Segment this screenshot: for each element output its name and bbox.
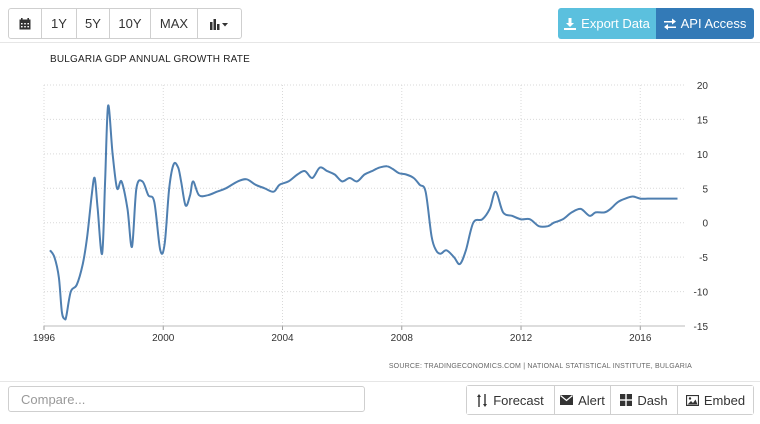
y-tick-label: -10 [694,288,709,299]
y-tick-label: 0 [702,219,708,230]
chart-title: BULGARIA GDP ANNUAL GROWTH RATE [50,54,250,65]
envelope-icon [560,395,574,405]
chart-actions: Forecast Alert Dash Embed [466,385,754,415]
chart-type-icon [209,18,230,30]
dash-label: Dash [637,392,668,408]
data-actions: Export Data API Access [558,8,754,39]
api-access-label: API Access [680,16,747,31]
alert-label: Alert [578,392,605,408]
y-tick-label: 20 [697,81,709,92]
x-tick-label: 2000 [152,333,175,344]
sort-icon [477,393,488,407]
range-toolbar: 1Y 5Y 10Y MAX [8,8,242,39]
x-tick-label: 1996 [33,333,56,344]
forecast-label: Forecast [493,392,544,408]
calendar-button[interactable] [9,9,42,38]
alert-button[interactable]: Alert [555,386,611,414]
x-tick-label: 2004 [271,333,294,344]
chart-type-button[interactable] [198,9,241,38]
range-5y-button[interactable]: 5Y [77,9,110,38]
grid-icon [620,394,633,406]
range-1y-button[interactable]: 1Y [42,9,77,38]
calendar-icon [19,17,31,30]
y-tick-label: -15 [694,322,709,333]
dash-button[interactable]: Dash [611,386,678,414]
y-tick-label: 5 [702,184,708,195]
export-data-label: Export Data [581,16,650,31]
download-icon [564,17,577,30]
exchange-icon [663,18,676,30]
api-access-button[interactable]: API Access [656,8,754,39]
export-data-button[interactable]: Export Data [558,8,656,39]
forecast-button[interactable]: Forecast [467,386,555,414]
picture-icon [685,394,699,406]
y-tick-label: 10 [697,150,709,161]
embed-button[interactable]: Embed [678,386,753,414]
range-max-button[interactable]: MAX [151,9,198,38]
footer-divider [0,381,760,382]
embed-label: Embed [703,392,746,408]
x-tick-label: 2016 [629,333,652,344]
x-tick-label: 2008 [391,333,414,344]
range-10y-button[interactable]: 10Y [110,9,151,38]
series-line [49,104,678,321]
source-text: SOURCE: TRADINGECONOMICS.COM | NATIONAL … [388,363,692,370]
x-tick-label: 2012 [510,333,533,344]
header-divider [0,42,760,43]
compare-input[interactable] [8,386,365,412]
y-tick-label: 15 [697,115,709,126]
y-tick-label: -5 [699,253,708,264]
